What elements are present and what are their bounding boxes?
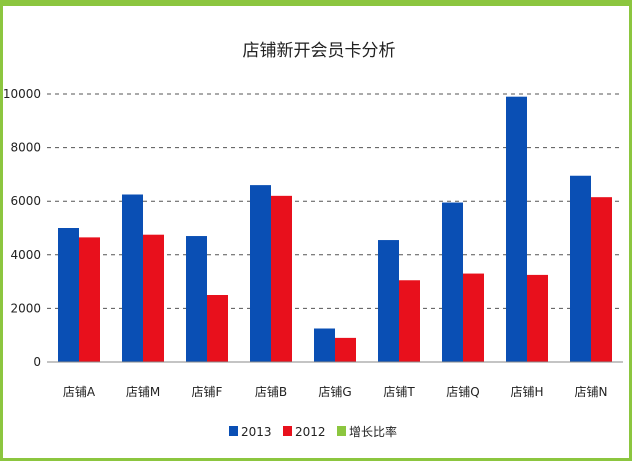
legend-label: 2012 — [295, 425, 326, 439]
y-tick-label: 2000 — [10, 301, 41, 315]
x-tick-label: 店铺M — [126, 385, 160, 399]
y-tick-label: 6000 — [10, 194, 41, 208]
bar-2013 — [506, 96, 527, 363]
bar-2012 — [79, 237, 100, 362]
legend-swatch — [337, 426, 346, 436]
bar-2013 — [314, 328, 335, 362]
chart-title: 店铺新开会员卡分析 — [243, 41, 396, 61]
bar-2012 — [463, 273, 484, 362]
legend-label: 2013 — [241, 425, 272, 439]
bar-2013 — [122, 194, 143, 362]
bar-2013 — [250, 185, 271, 362]
x-tick-label: 店铺Q — [446, 385, 479, 399]
y-tick-label: 8000 — [10, 141, 41, 155]
bar-2012 — [335, 337, 356, 362]
legend-label: 增长比率 — [349, 424, 397, 439]
y-tick-label: 10000 — [3, 87, 41, 101]
x-tick-label: 店铺H — [510, 385, 543, 399]
x-tick-label: 店铺F — [192, 385, 223, 399]
bar-2013 — [186, 236, 207, 362]
y-tick-label: 4000 — [10, 248, 41, 262]
bars — [58, 96, 612, 363]
y-axis: 0 2000 4000 6000 8000 10000 — [3, 87, 41, 369]
x-tick-label: 店铺T — [383, 385, 415, 399]
bar-2013 — [378, 240, 399, 362]
bar-2012 — [591, 197, 612, 362]
bar-2013 — [58, 228, 79, 362]
bar-2012 — [271, 195, 292, 362]
bar-2013 — [442, 202, 463, 362]
x-tick-label: 店铺B — [255, 385, 287, 399]
bar-2012 — [527, 274, 548, 362]
bar-2012 — [207, 295, 228, 362]
legend-swatch — [229, 426, 238, 436]
bar-2012 — [399, 280, 420, 362]
y-tick-label: 0 — [33, 355, 41, 369]
bar-2013 — [570, 175, 591, 362]
x-tick-label: 店铺N — [575, 385, 608, 399]
x-axis: 店铺A 店铺M 店铺F 店铺B 店铺G 店铺T 店铺Q 店铺H 店铺N — [47, 361, 623, 399]
legend-swatch — [283, 426, 292, 436]
x-tick-label: 店铺G — [318, 385, 351, 399]
x-tick-label: 店铺A — [63, 385, 96, 399]
bar-2012 — [143, 234, 164, 362]
legend: 2013 2012 增长比率 — [229, 424, 397, 439]
